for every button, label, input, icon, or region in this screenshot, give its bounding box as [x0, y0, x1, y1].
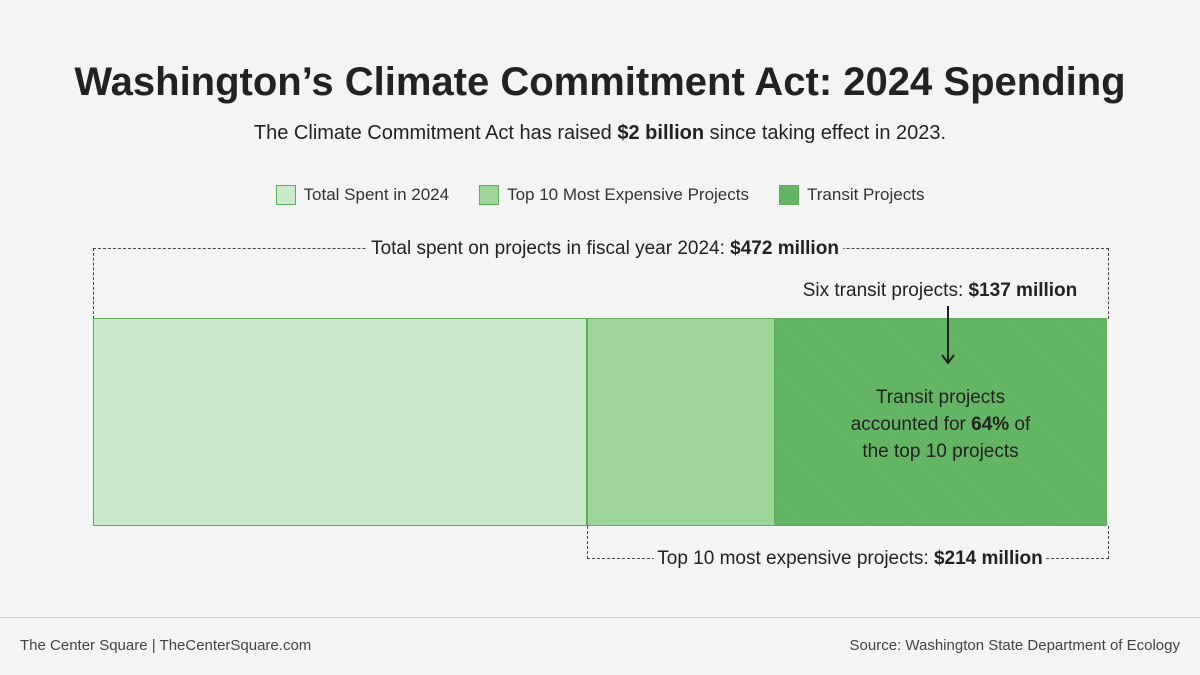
legend-item-transit: Transit Projects [779, 185, 924, 205]
bar-total-spent [93, 318, 587, 526]
legend-swatch-total [275, 185, 296, 205]
legend-swatch-top10 [479, 185, 500, 205]
legend-label: Total Spent in 2024 [303, 185, 450, 204]
arrow-down-icon [941, 306, 955, 365]
transit-label: Six transit projects: $137 million [802, 280, 1078, 301]
subtitle: The Climate Commitment Act has raised $2… [0, 122, 1200, 145]
legend: Total Spent in 2024 Top 10 Most Expensiv… [0, 185, 1200, 205]
transit-note: Transit projects accounted for 64% of th… [850, 387, 1031, 462]
footer-divider [0, 617, 1200, 618]
top10-label: Top 10 most expensive projects: $214 mil… [653, 548, 1047, 570]
footer-source: Source: Washington State Department of E… [849, 637, 1180, 654]
total-label: Total spent on projects in fiscal year 2… [367, 238, 843, 260]
legend-label: Transit Projects [807, 185, 925, 204]
legend-swatch-transit [779, 185, 799, 205]
legend-item-total: Total Spent in 2024 [275, 185, 450, 205]
bar-transit [774, 318, 1107, 526]
legend-label: Top 10 Most Expensive Projects [507, 185, 749, 204]
subtitle-text-end: since taking effect in 2023. [704, 122, 947, 144]
subtitle-bold: $2 billion [617, 122, 705, 144]
legend-item-top10: Top 10 Most Expensive Projects [479, 185, 749, 205]
bar-top10 [587, 318, 775, 526]
chart-title: Washington’s Climate Commitment Act: 202… [74, 60, 1126, 104]
footer-credit: The Center Square | TheCenterSquare.com [20, 637, 312, 654]
subtitle-text: The Climate Commitment Act has raised [253, 122, 618, 144]
